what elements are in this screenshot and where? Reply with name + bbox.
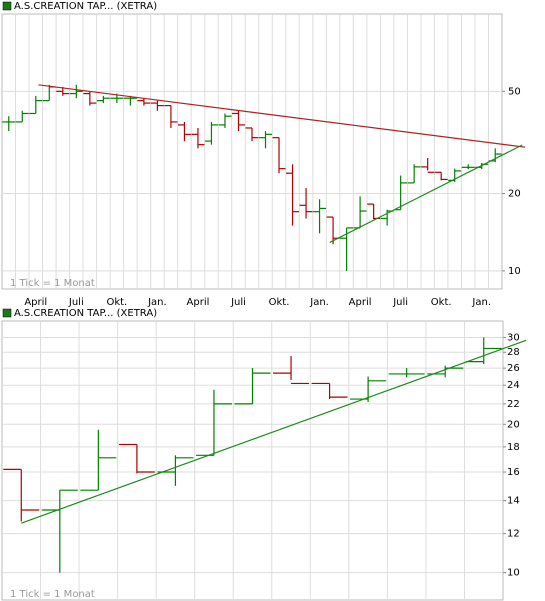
legend-swatch [2,308,12,318]
legend-label: A.S.CREATION TAP... (XETRA) [14,308,157,319]
x-tick-label: Jan. [471,297,491,308]
x-tick-label: April [349,297,372,308]
y-tick-label: 20 [507,419,520,430]
plot-frame [1,13,503,290]
y-tick-label: 10 [508,266,521,277]
trendline [21,339,527,524]
x-tick-label: Jan. [147,297,167,308]
y-tick-label: 16 [507,467,520,478]
legend-swatch [2,1,12,11]
x-tick-label: Okt. [106,297,127,308]
x-tick-label: Jan. [309,297,329,308]
x-tick-label: Okt. [431,297,452,308]
y-tick-label: 30 [507,332,520,343]
y-tick-label: 10 [507,568,520,579]
x-tick-label: Okt. [269,297,290,308]
trendline [38,84,526,148]
y-tick-label: 28 [507,347,520,358]
y-tick-label: 12 [507,529,520,540]
y-tick-label: 26 [507,363,520,374]
annotation: 1 Tick = 1 Monat [10,278,95,289]
plot-frame [1,320,504,601]
x-tick-label: Juli [230,297,246,308]
trendline [329,144,523,243]
x-tick-label: Juli [392,297,408,308]
y-tick-label: 50 [508,86,521,97]
x-tick-label: April [187,297,210,308]
y-tick-label: 18 [507,442,520,453]
y-tick-label: 22 [507,399,520,410]
y-tick-label: 14 [507,496,520,507]
y-tick-label: 20 [508,189,521,200]
x-tick-label: April [24,297,47,308]
x-tick-label: Juli [68,297,84,308]
annotation: 1 Tick = 1 Monat [10,589,95,600]
legend-label: A.S.CREATION TAP... (XETRA) [14,1,157,12]
y-tick-label: 24 [507,380,520,391]
